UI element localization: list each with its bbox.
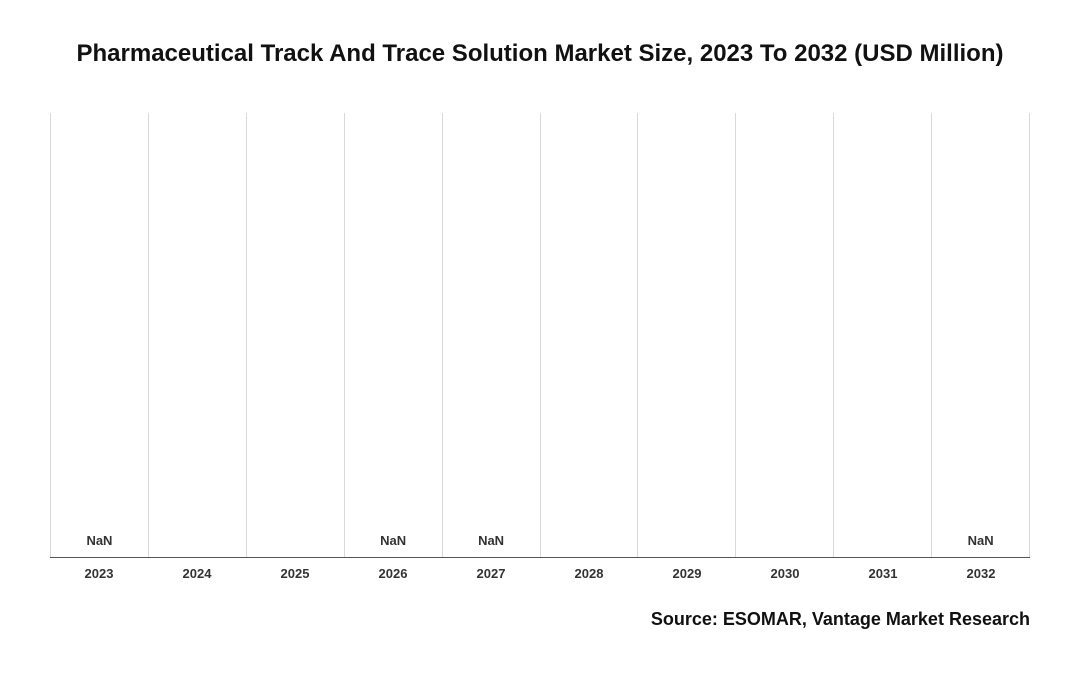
bar-column [247, 113, 345, 558]
bar-column [834, 113, 932, 558]
x-tick-label: 2025 [246, 566, 344, 581]
x-axis: 2023 2024 2025 2026 2027 2028 2029 2030 … [50, 566, 1030, 581]
value-label: NaN [345, 533, 442, 548]
x-tick-label: 2030 [736, 566, 834, 581]
bar-column [541, 113, 639, 558]
x-tick-label: 2024 [148, 566, 246, 581]
value-label: NaN [443, 533, 540, 548]
bar-column: NaN [50, 113, 149, 558]
x-tick-label: 2031 [834, 566, 932, 581]
bar-column [736, 113, 834, 558]
x-tick-label: 2029 [638, 566, 736, 581]
x-tick-label: 2027 [442, 566, 540, 581]
x-tick-label: 2023 [50, 566, 148, 581]
bar-column [638, 113, 736, 558]
chart-container: Pharmaceutical Track And Trace Solution … [50, 40, 1030, 630]
chart-title: Pharmaceutical Track And Trace Solution … [50, 40, 1030, 68]
plot-area: NaN NaN NaN NaN [50, 113, 1030, 558]
bar-column: NaN [932, 113, 1030, 558]
x-tick-label: 2026 [344, 566, 442, 581]
bar-column: NaN [443, 113, 541, 558]
value-label: NaN [932, 533, 1029, 548]
bar-column [149, 113, 247, 558]
source-attribution: Source: ESOMAR, Vantage Market Research [50, 609, 1030, 630]
value-label: NaN [51, 533, 148, 548]
x-tick-label: 2032 [932, 566, 1030, 581]
x-axis-baseline [50, 557, 1030, 558]
x-tick-label: 2028 [540, 566, 638, 581]
bar-column: NaN [345, 113, 443, 558]
